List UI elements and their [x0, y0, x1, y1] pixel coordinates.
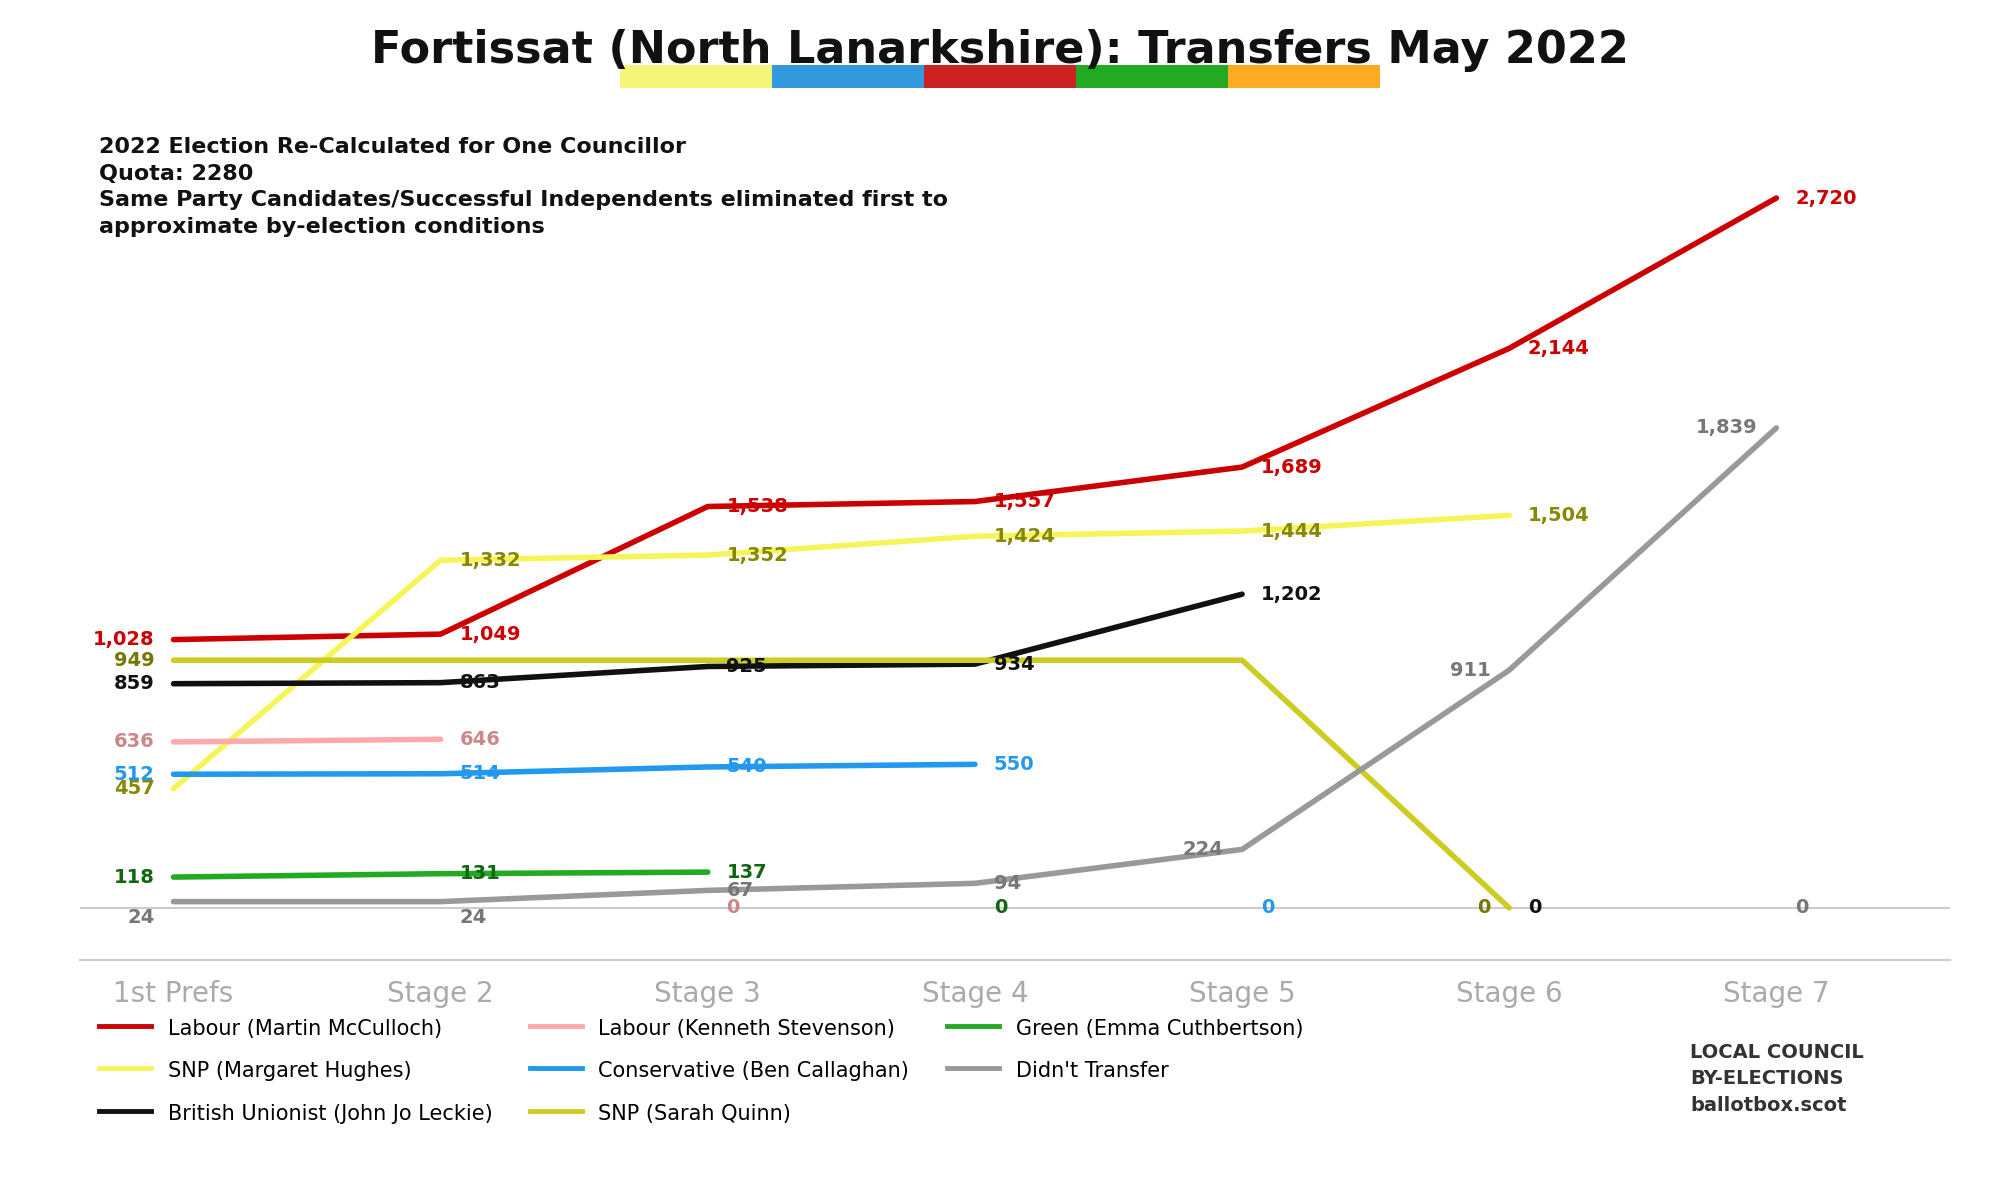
Text: 1,424: 1,424 [994, 527, 1056, 545]
Text: 636: 636 [114, 733, 154, 752]
Text: 137: 137 [726, 862, 768, 881]
Text: 2,720: 2,720 [1796, 188, 1856, 207]
Text: 24: 24 [460, 908, 486, 927]
Text: 646: 646 [460, 730, 500, 749]
Text: 1,839: 1,839 [1696, 418, 1758, 437]
Text: 67: 67 [726, 881, 754, 900]
Text: 131: 131 [460, 865, 500, 884]
Text: 0: 0 [726, 899, 740, 918]
Text: 118: 118 [114, 867, 154, 887]
Text: 1,202: 1,202 [1260, 584, 1322, 603]
Text: 1,049: 1,049 [460, 624, 520, 643]
Text: 1,689: 1,689 [1260, 457, 1322, 477]
Legend: Labour (Martin McCulloch), SNP (Margaret Hughes), British Unionist (John Jo Leck: Labour (Martin McCulloch), SNP (Margaret… [90, 1008, 1312, 1132]
Text: 925: 925 [726, 657, 768, 676]
Text: 0: 0 [1796, 899, 1808, 918]
Text: 934: 934 [994, 655, 1034, 674]
Text: 1,352: 1,352 [726, 545, 788, 564]
Text: 1,538: 1,538 [726, 497, 788, 516]
Text: 911: 911 [1450, 661, 1490, 680]
Text: 24: 24 [128, 908, 154, 927]
Text: 94: 94 [994, 874, 1020, 893]
Text: 0: 0 [1260, 899, 1274, 918]
Text: 550: 550 [994, 755, 1034, 774]
Text: 949: 949 [114, 650, 154, 670]
Text: 2022 Election Re-Calculated for One Councillor
Quota: 2280
Same Party Candidates: 2022 Election Re-Calculated for One Coun… [98, 138, 948, 237]
Text: 1,028: 1,028 [94, 630, 154, 649]
Text: 0: 0 [1528, 899, 1542, 918]
Text: 1,557: 1,557 [994, 492, 1056, 511]
Text: Fortissat (North Lanarkshire): Transfers May 2022: Fortissat (North Lanarkshire): Transfers… [372, 29, 1628, 73]
Text: 457: 457 [114, 779, 154, 799]
Text: 224: 224 [1182, 840, 1224, 859]
Text: 859: 859 [114, 674, 154, 693]
Text: 1,504: 1,504 [1528, 505, 1590, 525]
Text: 0: 0 [994, 899, 1008, 918]
Text: 512: 512 [114, 765, 154, 783]
Text: 540: 540 [726, 757, 768, 776]
Text: 1,444: 1,444 [1260, 522, 1322, 541]
Text: LOCAL COUNCIL
BY-ELECTIONS
ballotbox.scot: LOCAL COUNCIL BY-ELECTIONS ballotbox.sco… [1690, 1043, 1864, 1114]
Text: 514: 514 [460, 765, 500, 783]
Text: 863: 863 [460, 673, 500, 693]
Text: 1,332: 1,332 [460, 551, 520, 570]
Text: 0: 0 [1478, 899, 1490, 918]
Text: 2,144: 2,144 [1528, 339, 1590, 358]
